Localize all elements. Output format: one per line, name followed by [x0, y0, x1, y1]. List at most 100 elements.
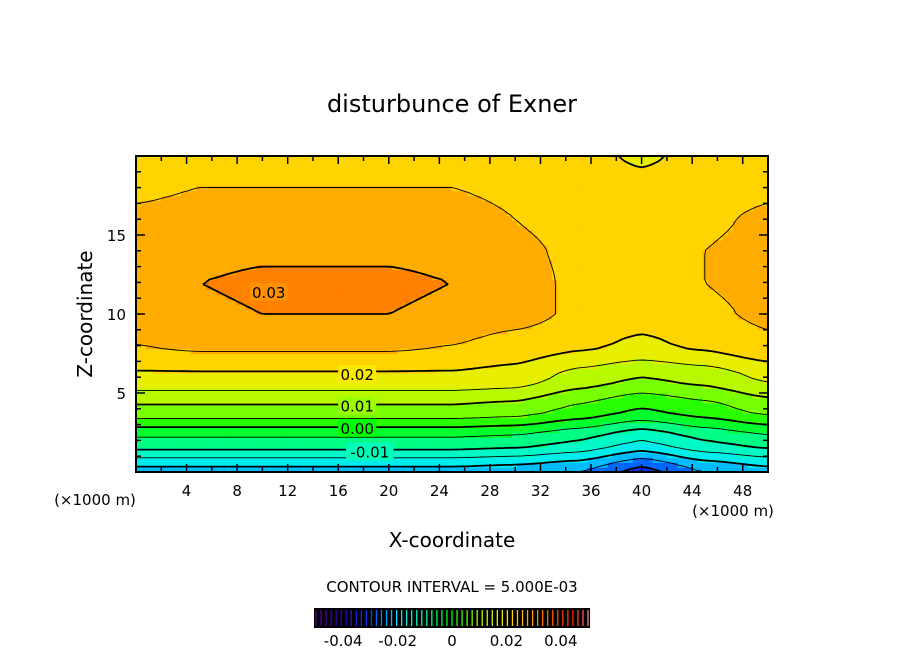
contour-cell — [457, 432, 463, 439]
contour-cell — [542, 279, 548, 285]
contour-cell — [577, 383, 584, 389]
contour-cell — [236, 309, 242, 315]
contour-cell — [306, 417, 313, 424]
contour-cell — [582, 363, 589, 369]
contour-cell — [141, 363, 147, 369]
contour-cell — [612, 284, 619, 290]
contour-cell — [607, 289, 614, 295]
contour-cell — [291, 393, 298, 399]
contour-cell — [231, 338, 237, 345]
contour-cell — [316, 338, 323, 345]
contour-cell — [236, 284, 242, 290]
contour-cell — [191, 363, 197, 369]
contour-cell — [241, 422, 247, 429]
contour-cell — [572, 378, 578, 384]
contour-cell — [712, 412, 719, 419]
contour-cell — [166, 348, 172, 355]
contour-cell — [482, 393, 488, 399]
contour-cell — [712, 338, 719, 345]
contour-cell — [577, 452, 584, 458]
contour-cell — [752, 353, 759, 360]
contour-cell — [161, 402, 167, 409]
contour-cell — [682, 289, 689, 295]
contour-cell — [502, 348, 508, 355]
contour-cell — [752, 318, 759, 325]
contour-cell — [702, 338, 709, 345]
contour-cell — [727, 412, 734, 419]
contour-cell — [246, 397, 252, 404]
contour-cell — [191, 397, 197, 404]
contour-cell — [472, 338, 478, 345]
contour-cell — [201, 304, 207, 310]
contour-cell — [441, 328, 448, 335]
contour-cell — [181, 383, 187, 389]
contour-cell — [391, 353, 398, 360]
contour-cell — [136, 299, 142, 305]
contour-cell — [356, 338, 363, 345]
contour-cell — [522, 393, 528, 399]
contour-cell — [206, 328, 212, 335]
contour-cell — [416, 407, 423, 414]
contour-cell — [732, 452, 739, 458]
contour-cell — [311, 309, 318, 315]
contour-cell — [176, 338, 182, 345]
contour-cell — [647, 457, 654, 463]
contour-cell — [446, 462, 453, 468]
contour-cell — [241, 333, 247, 340]
contour-cell — [401, 393, 408, 399]
contour-cell — [572, 397, 578, 404]
contour-cell — [376, 274, 383, 281]
contour-cell — [226, 417, 232, 424]
contour-cell — [416, 323, 423, 330]
contour-cell — [181, 432, 187, 439]
contour-cell — [226, 407, 232, 414]
contour-cell — [156, 467, 162, 473]
contour-cell — [321, 378, 328, 384]
contour-cell — [627, 363, 634, 369]
contour-cell — [396, 412, 403, 419]
contour-cell — [612, 318, 619, 325]
contour-cell — [266, 363, 273, 369]
contour-cell — [552, 452, 558, 458]
contour-cell — [306, 383, 313, 389]
contour-cell — [401, 279, 408, 285]
contour-cell — [702, 422, 709, 429]
contour-cell — [637, 304, 644, 310]
contour-cell — [431, 299, 438, 305]
contour-cell — [351, 279, 358, 285]
contour-cell — [391, 314, 398, 320]
contour-cell — [221, 318, 227, 325]
contour-cell — [296, 358, 303, 364]
contour-cell — [416, 437, 423, 443]
contour-cell — [757, 353, 764, 360]
contour-cell — [196, 358, 202, 364]
contour-cell — [156, 397, 162, 404]
contour-cell — [431, 358, 438, 364]
contour-cell — [572, 318, 578, 325]
contour-cell — [452, 328, 458, 335]
contour-cell — [707, 452, 714, 458]
contour-cell — [386, 294, 393, 300]
contour-cell — [637, 447, 644, 453]
contour-cell — [281, 457, 288, 463]
contour-cell — [236, 333, 242, 340]
contour-cell — [697, 427, 704, 434]
contour-cell — [652, 323, 659, 330]
contour-cell — [462, 363, 468, 369]
contour-cell — [637, 314, 644, 320]
contour-cell — [632, 393, 639, 399]
contour-cell — [436, 363, 443, 369]
contour-cell — [311, 323, 318, 330]
contour-cell — [712, 383, 719, 389]
contour-cell — [441, 353, 448, 360]
contour-cell — [707, 368, 714, 374]
contour-cell — [431, 353, 438, 360]
contour-cell — [507, 294, 513, 300]
contour-cell — [426, 412, 433, 419]
contour-cell — [542, 417, 548, 424]
contour-cell — [376, 437, 383, 443]
contour-cell — [637, 279, 644, 285]
contour-cell — [171, 323, 177, 330]
contour-cell — [241, 452, 247, 458]
contour-cell — [221, 353, 227, 360]
